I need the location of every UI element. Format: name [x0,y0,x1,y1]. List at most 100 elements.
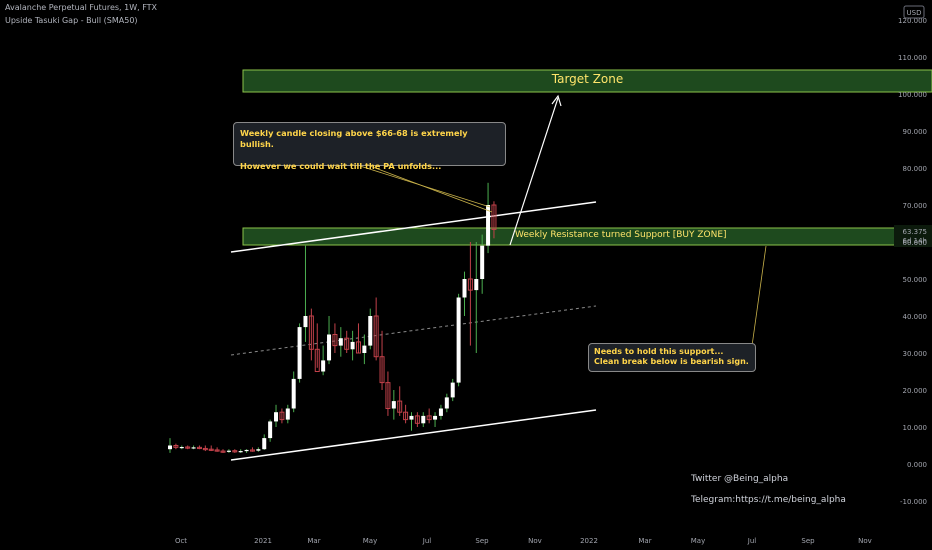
buy-zone-label: Weekly Resistance turned Support [BUY ZO… [515,230,727,240]
price-tick-label: 70.000 [903,202,928,210]
candle [426,408,432,424]
candle-body [256,449,261,451]
candle-body [173,445,179,448]
candle [379,330,385,390]
candle-body [303,316,308,328]
candle-body [444,397,449,409]
candle [285,404,290,424]
candle-body [208,448,214,451]
candle [314,323,320,372]
time-tick-label: Sep [801,537,815,545]
candle [173,443,179,450]
chart-title: Avalanche Perpetual Futures, 1W, FTX [5,3,158,12]
candle-body [467,278,473,291]
candle [403,404,409,424]
price-tick-label: 0.000 [907,461,927,469]
price-tick-label: 80.000 [903,165,928,173]
upper-trendline [230,201,597,253]
price-tick-label: 100.000 [898,91,927,99]
candle-body [397,400,403,413]
price-tick-label: 40.000 [903,313,928,321]
candle-body [456,297,461,383]
candle-body [274,412,279,422]
price-tick-label: 90.000 [903,128,928,136]
time-tick-label: 2021 [254,537,272,545]
price-tick-label: 20.000 [903,387,928,395]
candle-body [355,341,361,354]
time-tick-label: Mar [638,537,651,545]
time-tick-label: Mar [307,537,320,545]
candle [433,412,438,427]
candle-body [268,421,273,439]
callout-line-2: However we could wait till the PA unfold… [240,161,442,171]
candle-body [362,345,367,353]
time-tick-label: 2022 [580,537,598,545]
currency-button-label[interactable]: USD [907,9,922,17]
support-connector [751,245,767,347]
telegram-link: Telegram:https://t.me/being_alpha [691,495,846,505]
time-tick-label: Oct [175,537,187,545]
target-zone-box [242,69,932,93]
candle-body [480,245,485,279]
candle [214,447,220,452]
candle [249,447,255,452]
candle-body [327,334,332,361]
candle-body [391,401,396,409]
price-tick-label: 30.000 [903,350,928,358]
candle-body [314,348,320,372]
candle-body [285,408,290,420]
lower-trendline [230,409,597,461]
candle-body [338,338,343,346]
candle [368,308,373,350]
target-arrow-head [551,94,562,107]
candle-body [244,449,249,452]
candle [332,323,338,353]
candle-body [232,450,238,453]
candle [191,445,196,450]
candle-body [226,450,231,452]
candle-body [486,205,491,246]
candle [226,449,231,453]
candle-body [385,382,391,410]
mid-channel-line [230,305,597,356]
candle [168,438,172,453]
time-tick-label: May [691,537,705,545]
candle-body [462,279,467,298]
candle [397,386,403,416]
candle [344,330,350,353]
candle [491,201,497,239]
candle-body [196,446,202,450]
candle [291,371,296,413]
time-tick-label: Jul [747,537,757,545]
support-line-1: Needs to hold this support... [594,347,724,356]
candle [321,345,326,376]
candle [444,393,449,413]
candle [238,449,243,453]
candle [480,234,485,294]
time-tick-label: May [363,537,377,545]
candle-body [426,415,432,421]
candle-body [368,316,373,346]
candle [462,271,467,316]
candle-body [191,447,196,449]
candle [232,449,238,453]
buy-zone-box [242,227,932,246]
candle [244,449,249,453]
support-line-2: Clean break below is bearish sign. [594,357,749,366]
candle [450,378,455,402]
candle-body [168,445,172,450]
price-tick-label: 60.000 [903,239,928,247]
support-callout: Needs to hold this support... Clean break… [588,343,756,372]
target-arrow-line [509,97,559,246]
candle-body [350,341,355,350]
currency-button[interactable] [903,5,925,19]
bullish-callout: Weekly candle closing above $66-68 is ex… [233,122,506,171]
candle [327,316,332,365]
countdown-label: 6d 14h [903,237,927,245]
callout-connector-2 [369,165,493,213]
candle [185,445,191,450]
candle [268,419,273,442]
price-label-bg [894,225,932,247]
